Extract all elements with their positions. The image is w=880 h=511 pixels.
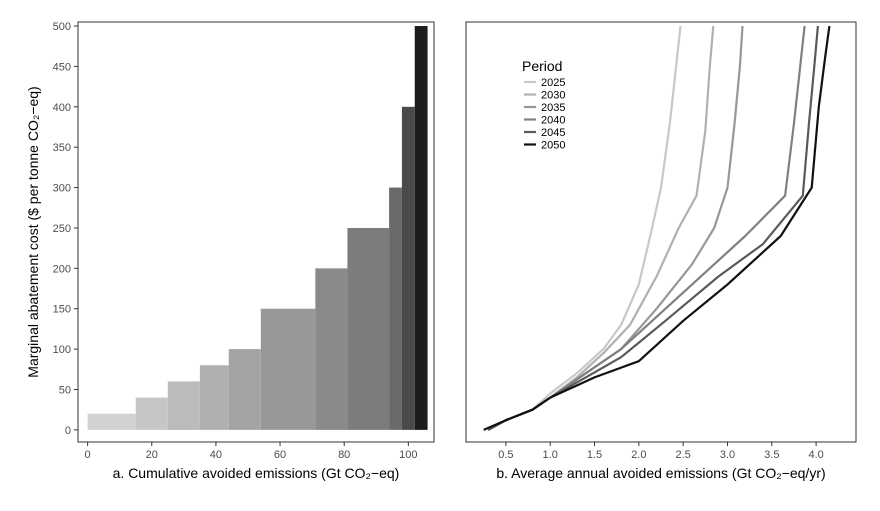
y-tick-label: 150 <box>53 304 71 316</box>
x-tick-label: 40 <box>210 449 222 461</box>
bar <box>414 26 428 430</box>
x-tick-label: 2.0 <box>631 449 646 461</box>
legend-label: 2050 <box>541 140 565 152</box>
x-tick-label: 3.0 <box>720 449 735 461</box>
panel-b-xlabel: b. Average annual avoided emissions (Gt … <box>496 465 825 481</box>
x-tick-label: 1.0 <box>543 449 558 461</box>
x-tick-label: 1.5 <box>587 449 602 461</box>
bar <box>167 381 200 430</box>
x-tick-label: 4.0 <box>808 449 823 461</box>
x-tick-label: 2.5 <box>676 449 691 461</box>
panel-a-ylabel-text: Marginal abatement cost ($ per tonne CO₂… <box>25 86 41 377</box>
y-tick-label: 450 <box>53 61 71 73</box>
legend-label: 2045 <box>541 127 565 139</box>
panel-a-xlabel: a. Cumulative avoided emissions (Gt CO₂−… <box>113 465 400 481</box>
panel-a-ylabel: Marginal abatement cost ($ per tonne CO₂… <box>25 86 41 377</box>
panel-b-plot: 0.5 1.0 1.5 2.0 2.5 3.0 3.5 4.0 <box>483 25 831 461</box>
bar <box>315 268 348 430</box>
bar <box>199 365 229 430</box>
legend-label: 2040 <box>541 115 565 127</box>
legend-title: Period <box>522 58 562 74</box>
x-tick-label: 0.5 <box>498 449 513 461</box>
y-tick-label: 50 <box>59 385 71 397</box>
bar <box>401 106 415 430</box>
y-tick-label: 500 <box>53 21 71 33</box>
legend-label: 2035 <box>541 102 565 114</box>
y-tick-label: 300 <box>53 183 71 195</box>
x-tick-label: 80 <box>338 449 350 461</box>
y-tick-label: 350 <box>53 142 71 154</box>
x-tick-label: 100 <box>399 449 417 461</box>
bar <box>135 397 168 430</box>
panel-a-plot: 0 50 100 150 200 250 300 350 400 450 500 0 20 40 60 80 1… <box>53 21 428 461</box>
x-tick-label: 60 <box>274 449 286 461</box>
bar <box>260 308 316 430</box>
bar <box>228 349 261 430</box>
y-tick-label: 100 <box>53 344 71 356</box>
bar <box>389 187 402 430</box>
legend-label: 2030 <box>541 90 565 102</box>
panel-b-frame <box>465 21 857 443</box>
bar <box>347 227 390 430</box>
series-line <box>483 25 831 431</box>
y-tick-label: 0 <box>65 425 71 437</box>
legend-label: 2025 <box>541 77 565 89</box>
x-tick-label: 3.5 <box>764 449 779 461</box>
x-tick-label: 20 <box>146 449 158 461</box>
x-tick-label: 0 <box>85 449 91 461</box>
bar <box>87 413 136 430</box>
y-tick-label: 250 <box>53 223 71 235</box>
y-tick-label: 200 <box>53 263 71 275</box>
y-tick-label: 400 <box>53 102 71 114</box>
